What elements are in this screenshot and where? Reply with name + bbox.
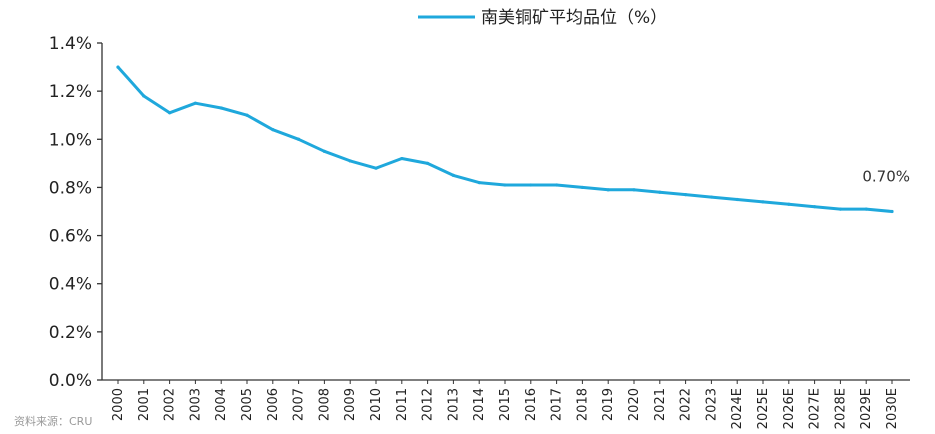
x-tick-label: 2019: [601, 388, 616, 421]
data-point: [219, 106, 223, 110]
data-point: [864, 207, 868, 211]
data-point: [555, 183, 559, 187]
y-tick-label: 0.8%: [49, 178, 92, 198]
data-point: [322, 149, 326, 153]
data-point: [116, 65, 120, 69]
data-point: [761, 200, 765, 204]
data-point: [348, 159, 352, 163]
data-point: [709, 195, 714, 199]
data-point: [245, 113, 249, 117]
data-point: [400, 156, 404, 161]
x-tick-label: 2007: [292, 388, 307, 421]
x-tick-label: 2021: [653, 388, 668, 421]
x-tick-label: 2001: [137, 388, 152, 421]
x-tick-label: 2002: [163, 388, 178, 421]
data-point: [297, 137, 301, 141]
legend-label: 南美铜矿平均品位（%）: [481, 8, 667, 28]
x-tick-label: 2023: [704, 388, 719, 421]
y-tick-label: 1.0%: [49, 130, 92, 150]
annotations: 0.70%: [862, 168, 910, 186]
data-point: [606, 188, 610, 192]
data-point: [271, 128, 275, 132]
x-tick-label: 2011: [395, 388, 410, 421]
y-axis: 0.0% 0.2% 0.4% 0.6% 0.8% 1.0% 1.2% 1.4%: [49, 34, 103, 391]
series-line-group: [116, 65, 894, 214]
x-tick-label: 2015: [498, 388, 513, 421]
x-tick-label: 2013: [446, 388, 461, 421]
x-tick-label: 2027E: [808, 388, 823, 429]
data-point: [168, 111, 172, 115]
x-tick-label: 2004: [214, 388, 229, 421]
x-axis: 2000 2001 2002 2003 2004 2005 2006 2007 2008 2009…: [102, 379, 910, 429]
x-tick-label: 2006: [266, 388, 281, 421]
x-tick-label: 2000: [111, 388, 126, 421]
y-tick-label: 0.2%: [49, 323, 92, 343]
x-tick-label: 2030E: [885, 388, 900, 429]
x-tick-label: 2025E: [756, 388, 771, 429]
data-point: [503, 183, 507, 187]
x-tick-label: 2020: [627, 388, 642, 421]
x-tick-label: 2016: [524, 388, 539, 421]
x-tick-label: 2024E: [730, 388, 745, 429]
y-tick-label: 1.2%: [49, 82, 92, 102]
y-tick-label: 0.4%: [49, 275, 92, 295]
data-point: [838, 207, 843, 211]
legend: 南美铜矿平均品位（%）: [418, 8, 667, 28]
data-point: [735, 197, 739, 202]
x-tick-label: 2005: [240, 388, 255, 421]
series-line: [116, 65, 894, 213]
x-tick-label: 2022: [679, 388, 694, 421]
data-point: [426, 161, 430, 165]
data-point: [658, 190, 662, 194]
data-point: [142, 94, 146, 98]
data-point: [193, 101, 197, 105]
data-point: [813, 205, 817, 209]
data-point: [477, 181, 481, 185]
data-point: [684, 193, 688, 197]
data-point: [632, 188, 636, 192]
data-point: [787, 202, 791, 206]
x-tick-label: 2028E: [833, 388, 848, 429]
x-tick-label: 2017: [550, 388, 565, 421]
data-point: [580, 185, 585, 190]
y-tick-label: 0.6%: [49, 227, 92, 247]
data-point: [451, 173, 455, 177]
x-tick-label: 2029E: [859, 388, 874, 429]
x-tick-label: 2012: [421, 388, 436, 421]
data-point: [374, 166, 378, 170]
x-tick-label: 2008: [317, 388, 332, 421]
x-tick-label: 2014: [472, 388, 487, 421]
x-tick-label: 2018: [575, 388, 590, 421]
x-tick-label: 2026E: [782, 388, 797, 429]
data-point: [890, 209, 894, 214]
x-tick-label: 2003: [188, 388, 203, 421]
source-note: 资料来源：CRU: [14, 414, 92, 428]
x-tick-label: 2009: [343, 388, 358, 421]
data-label: 0.70%: [862, 168, 910, 186]
data-point: [529, 183, 533, 187]
x-tick-label: 2010: [369, 388, 384, 421]
y-tick-label: 0.0%: [49, 371, 92, 391]
y-tick-label: 1.4%: [49, 34, 92, 54]
